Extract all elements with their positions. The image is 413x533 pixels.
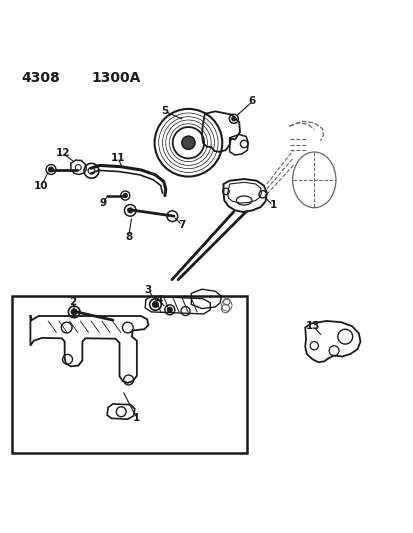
Text: 10: 10 — [34, 181, 48, 191]
Text: 7: 7 — [178, 220, 185, 230]
Text: 2: 2 — [69, 297, 76, 307]
Circle shape — [181, 136, 195, 149]
Bar — [12, 296, 247, 453]
Text: 3: 3 — [145, 285, 152, 295]
Text: 13: 13 — [306, 321, 320, 332]
Text: 6: 6 — [248, 96, 255, 107]
Text: 4: 4 — [155, 295, 163, 305]
Circle shape — [123, 193, 127, 198]
Text: 1: 1 — [133, 413, 140, 423]
Circle shape — [152, 302, 158, 308]
Text: 11: 11 — [111, 154, 125, 164]
Circle shape — [128, 208, 133, 213]
Text: 12: 12 — [55, 148, 70, 158]
Text: 9: 9 — [99, 198, 106, 208]
Circle shape — [231, 117, 235, 121]
Text: 8: 8 — [125, 232, 132, 242]
Circle shape — [71, 309, 77, 315]
Text: 5: 5 — [161, 107, 168, 116]
Text: 4308: 4308 — [21, 70, 60, 85]
Text: 1: 1 — [269, 200, 276, 211]
Circle shape — [167, 308, 172, 312]
Circle shape — [48, 167, 53, 172]
Text: 1300A: 1300A — [91, 70, 140, 85]
